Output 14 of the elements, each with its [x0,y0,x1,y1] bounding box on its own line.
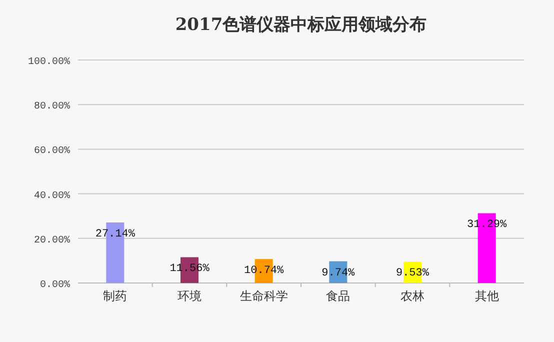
x-tick-label: 其他 [474,289,499,303]
x-tick-label: 生命科学 [240,289,288,303]
chart-title: 2017色谱仪器中标应用领域分布 [175,15,427,35]
y-tick-label: 60.00% [34,146,70,158]
x-tick-label: 制药 [103,289,128,303]
y-tick-label: 100.00% [28,57,70,68]
y-tick-label: 80.00% [34,102,70,113]
y-tick-label: 40.00% [34,190,70,202]
y-tick-label: 0.00% [40,280,70,291]
x-tick-label: 农林 [400,289,424,303]
data-label: 27.14% [95,228,136,240]
y-tick-label: 20.00% [34,235,70,246]
x-tick-label: 食品 [326,289,350,303]
x-tick-label: 环境 [178,289,202,303]
